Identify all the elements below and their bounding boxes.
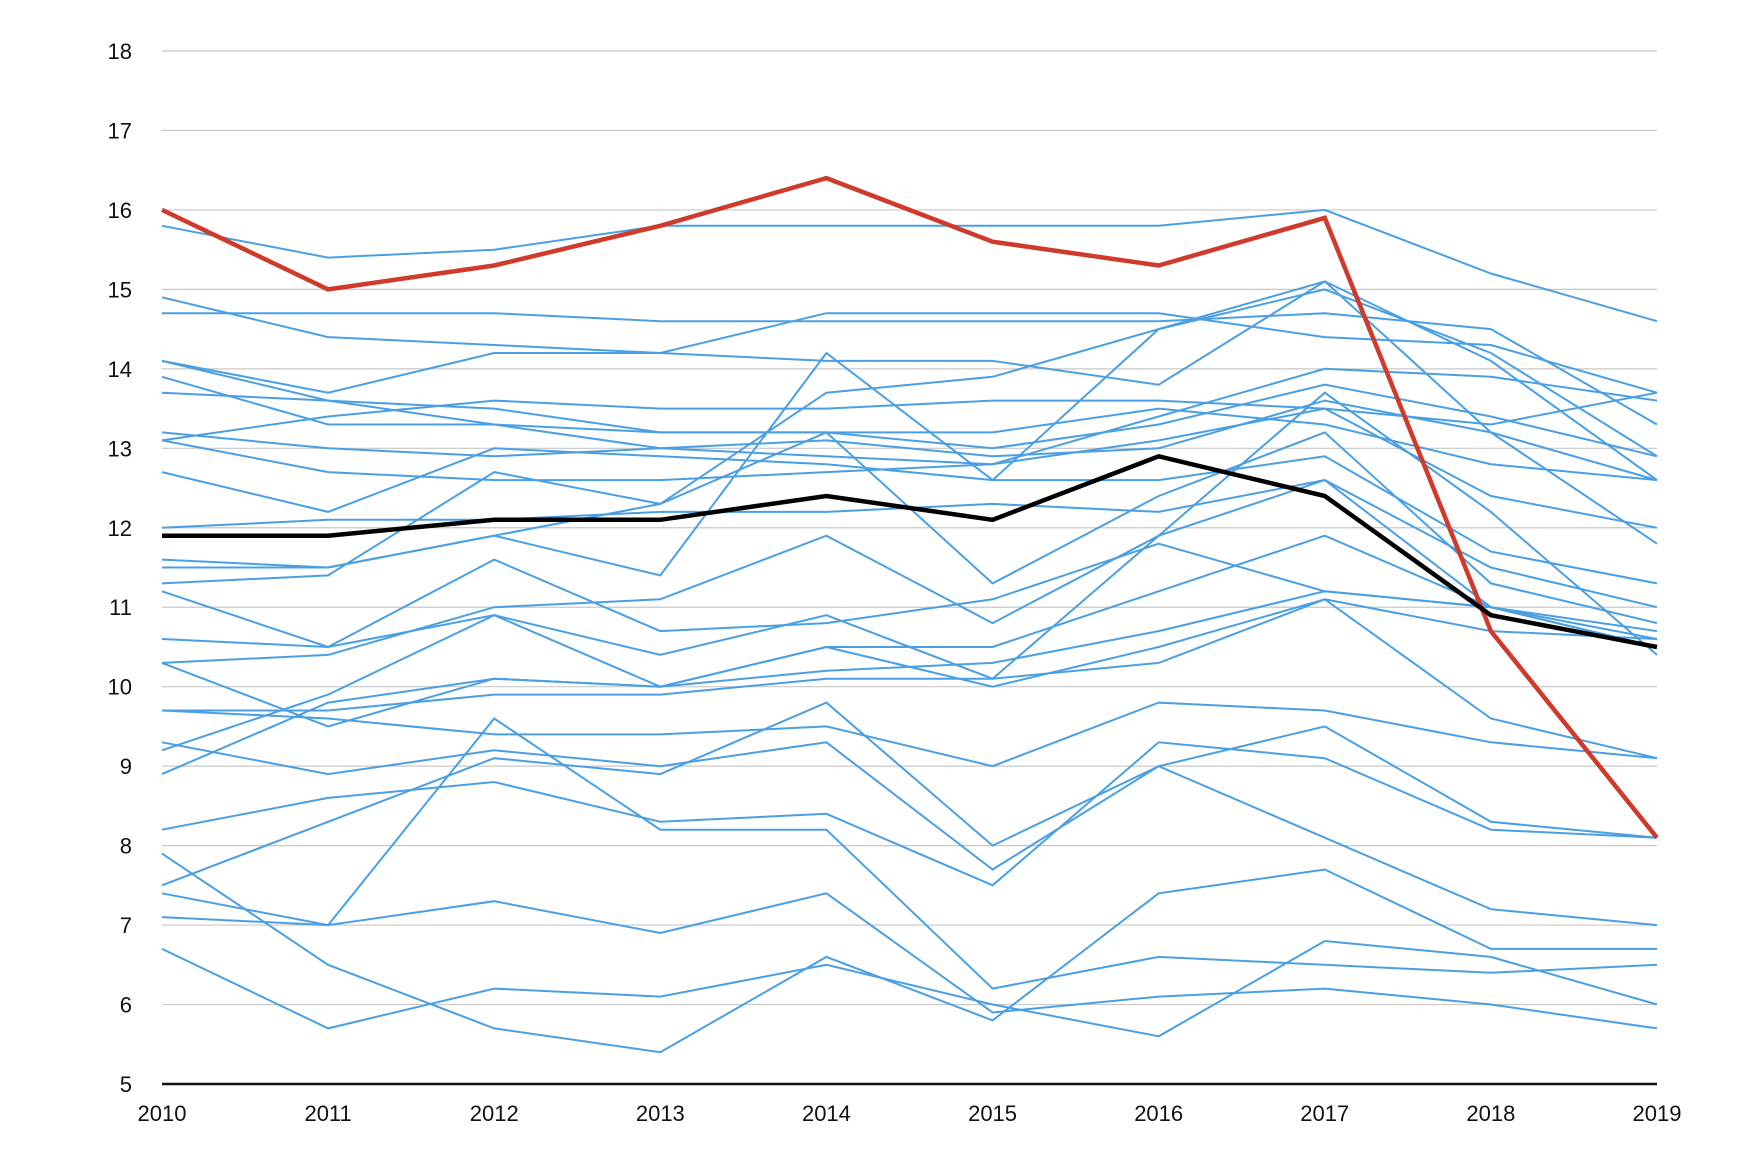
series-line-group-18 <box>161 478 1658 664</box>
y-tick-label-16: 16 <box>108 198 132 223</box>
y-tick-labels: 5 6 7 8 9 10 11 12 13 14 15 16 17 18 <box>108 39 132 1097</box>
series-line-group-24 <box>161 741 1658 887</box>
series-line-group-6 <box>161 383 1658 458</box>
x-tick-label-2018: 2018 <box>1466 1101 1515 1126</box>
series-line-group-0 <box>161 208 1658 323</box>
series-line-highlight-30 <box>161 175 1659 840</box>
x-tick-label-2019: 2019 <box>1633 1101 1682 1126</box>
series-line-group-26 <box>161 701 1658 927</box>
series-line-group-2 <box>161 280 1658 545</box>
series-line-average-31 <box>162 453 1658 650</box>
x-tick-label-2015: 2015 <box>968 1101 1017 1126</box>
y-tick-label-11: 11 <box>109 595 132 620</box>
series-line-group-28 <box>161 892 1658 1030</box>
series-line-group-23 <box>161 598 1658 776</box>
series-line-group-20 <box>161 701 1658 768</box>
series-line-group-29 <box>161 939 1658 1038</box>
x-tick-label-2013: 2013 <box>636 1101 685 1126</box>
x-tick-label-2010: 2010 <box>138 1101 187 1126</box>
y-tick-label-8: 8 <box>120 834 132 859</box>
series-line-group-25 <box>161 852 1657 1054</box>
x-tick-label-2016: 2016 <box>1134 1101 1183 1126</box>
y-tick-label-18: 18 <box>108 39 132 64</box>
y-tick-label-17: 17 <box>108 118 132 143</box>
x-tick-label-2014: 2014 <box>802 1101 851 1126</box>
series-line-group-21 <box>161 725 1658 871</box>
y-tick-label-5: 5 <box>120 1072 132 1097</box>
series-line-group-3 <box>161 312 1658 394</box>
series-line-group-11 <box>161 479 1658 609</box>
y-tick-label-10: 10 <box>108 675 132 700</box>
x-tick-labels: 2010 2011 2012 2013 2014 2015 2016 2017 2018 2019 <box>138 1101 1682 1126</box>
series-line-group-15 <box>161 391 1658 680</box>
y-tick-label-12: 12 <box>108 516 132 541</box>
gridlines <box>162 50 1657 1006</box>
y-tick-label-6: 6 <box>120 993 132 1018</box>
series-line-group-16 <box>161 542 1658 649</box>
x-tick-label-2012: 2012 <box>470 1101 519 1126</box>
series-line-group-13 <box>162 280 1658 569</box>
y-tick-label-7: 7 <box>120 913 132 938</box>
series-line-group-19 <box>162 598 1658 712</box>
y-tick-label-15: 15 <box>108 277 132 302</box>
series-line-group-8 <box>161 391 1658 442</box>
x-tick-label-2017: 2017 <box>1300 1101 1349 1126</box>
x-tick-label-2011: 2011 <box>304 1101 351 1126</box>
series-line-group-5 <box>161 375 1658 482</box>
series-line-group-10 <box>161 447 1658 585</box>
series-line-group-22 <box>161 534 1658 752</box>
series-lines <box>161 175 1659 1054</box>
y-tick-label-14: 14 <box>108 357 132 382</box>
y-tick-label-9: 9 <box>120 754 132 779</box>
y-tick-label-13: 13 <box>108 436 132 461</box>
series-line-group-27 <box>161 717 1658 990</box>
series-line-group-4 <box>161 359 1658 466</box>
